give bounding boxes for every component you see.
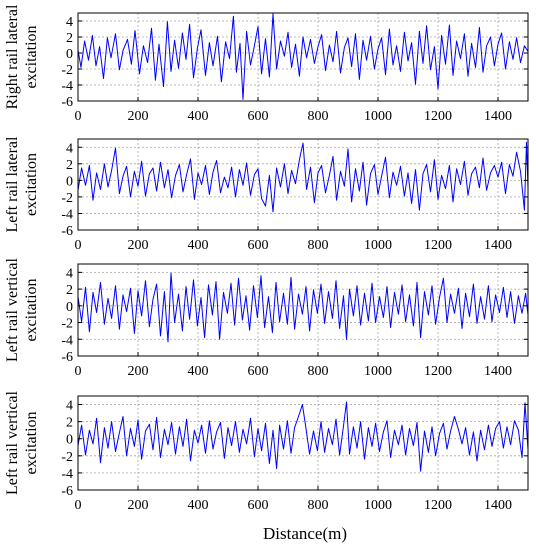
y-axis-label-line: excitation [23,278,40,341]
x-tick-label: 200 [128,238,149,253]
panels: 420-2-4-60 200 400 600 800 1000 1200 1400Right … [4,4,529,513]
x-tick-label: 0 [75,498,82,513]
x-tick-label: 400 [188,109,209,124]
y-tick-label: -2 [61,63,73,78]
x-tick-label: 1000 [364,109,392,124]
y-axis-label-line: Right rail lateral [4,4,21,109]
y-tick-label: 2 [66,416,73,431]
x-tick-label: 0 [75,109,82,124]
plot-frame [77,395,529,491]
chart-panel-1: 420-2-4-60 200 400 600 800 1000 1200 1400Right … [4,4,529,124]
y-tick-label: -2 [61,450,73,465]
x-tick-label: 200 [128,364,149,379]
x-tick-label: 0 [75,238,82,253]
y-tick-label: 4 [66,15,73,30]
x-tick-label: 600 [248,238,269,253]
x-axis-label: Distance(m) [263,524,347,543]
y-tick-label: 4 [66,399,73,414]
y-axis-label-line: Left rail vertical [4,257,21,361]
y-tick-label: 2 [66,283,73,298]
y-tick-label: 4 [66,266,73,281]
x-tick-label: 1000 [364,238,392,253]
x-tick-label: 1200 [424,364,452,379]
x-tick-label: 400 [188,238,209,253]
series-line [77,272,529,343]
y-tick-label: -4 [61,333,73,348]
series-line [77,13,529,100]
y-tick-label: 0 [66,47,73,62]
x-tick-label: 800 [308,238,329,253]
y-tick-label: -6 [61,224,73,239]
y-tick-label: -4 [61,79,73,94]
x-tick-label: 800 [308,364,329,379]
y-tick-label: 0 [66,300,73,315]
y-tick-label: 2 [66,158,73,173]
y-axis-label-line: excitation [23,153,40,216]
x-tick-label: 1400 [484,238,512,253]
x-tick-label: 800 [308,498,329,513]
y-axis-label-line: Left rail lateral [4,136,21,232]
plot-frame [77,138,529,231]
y-tick-label: 0 [66,174,73,189]
x-tick-label: 1200 [424,238,452,253]
y-tick-label: -4 [61,207,73,222]
y-tick-label: -4 [61,467,73,482]
y-tick-label: -2 [61,317,73,332]
x-tick-label: 400 [188,498,209,513]
y-tick-label: -2 [61,191,73,206]
x-tick-label: 1200 [424,498,452,513]
plot-frame [77,12,529,102]
x-tick-label: 400 [188,364,209,379]
series-line [77,401,529,472]
x-tick-label: 200 [128,109,149,124]
x-tick-label: 600 [248,498,269,513]
x-tick-label: 1000 [364,498,392,513]
x-tick-label: 1200 [424,109,452,124]
y-tick-label: 0 [66,433,73,448]
x-tick-label: 1400 [484,364,512,379]
y-axis-label-line: Left rail vertical [4,390,21,494]
series-line [77,141,529,213]
y-tick-label: -6 [61,350,73,365]
plot-frame [77,263,529,357]
x-tick-label: 600 [248,109,269,124]
y-tick-label: 2 [66,31,73,46]
y-tick-label: -6 [61,95,73,110]
x-tick-label: 1400 [484,109,512,124]
y-axis-label-line: excitation [23,411,40,474]
x-tick-label: 1000 [364,364,392,379]
x-tick-label: 800 [308,109,329,124]
x-tick-label: 600 [248,364,269,379]
y-tick-label: -6 [61,484,73,499]
x-tick-label: 0 [75,364,82,379]
y-axis-label-line: excitation [23,25,40,88]
x-tick-label: 1400 [484,498,512,513]
y-tick-label: 4 [66,141,73,156]
x-tick-label: 200 [128,498,149,513]
